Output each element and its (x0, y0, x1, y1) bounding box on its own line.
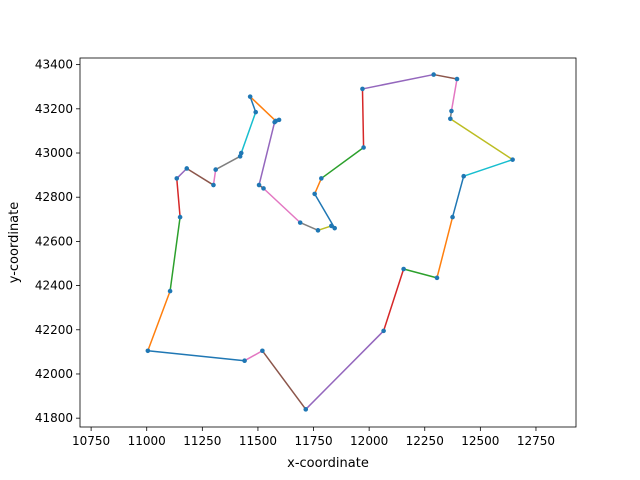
route-segment (451, 175, 465, 218)
route-point (381, 328, 386, 334)
route-point (360, 86, 365, 92)
y-tick-label: 42400 (35, 279, 73, 293)
route-segment (432, 73, 458, 80)
route-point (174, 176, 180, 181)
route-point (332, 225, 337, 231)
route-point (450, 214, 455, 220)
route-point (145, 348, 151, 354)
route-segment (169, 216, 181, 292)
route-segment (361, 73, 435, 90)
route-point (319, 176, 324, 181)
route-point (454, 76, 460, 82)
route-segment (320, 146, 365, 180)
route-point (276, 117, 282, 123)
route-segment (313, 177, 323, 195)
route-segment (450, 78, 458, 112)
y-tick-label: 43200 (35, 102, 73, 116)
route-segment (261, 350, 307, 411)
route-point (242, 358, 247, 364)
route-point (261, 186, 266, 191)
x-tick-label: 11750 (294, 434, 332, 448)
route-segment (361, 88, 365, 149)
x-tick-label: 12500 (461, 434, 499, 448)
route-segment (186, 167, 215, 186)
route-point (449, 108, 454, 114)
route-point (297, 220, 303, 225)
route-point (253, 109, 259, 115)
route-segment (249, 95, 277, 122)
route-segment (449, 118, 514, 161)
x-tick-label: 11000 (128, 434, 166, 448)
route-point (247, 94, 253, 99)
route-point (329, 223, 334, 229)
route-point (272, 119, 277, 125)
route-segment (402, 268, 438, 279)
route-segment (212, 168, 217, 186)
route-point (434, 275, 440, 281)
route-point (361, 145, 366, 150)
route-point (431, 72, 436, 77)
x-axis-label: x-coordinate (287, 456, 369, 471)
route-segment (176, 177, 181, 218)
route-point (177, 214, 183, 220)
route-segment (243, 350, 264, 362)
y-tick-label: 41800 (35, 411, 73, 425)
y-axis-ticks: 41800 42000 42200 42400 42600 42800 43000 43200… (35, 58, 80, 425)
route-segment (299, 221, 319, 232)
x-tick-label: 12250 (406, 434, 444, 448)
route-point (256, 182, 262, 188)
route-point (211, 182, 216, 188)
route-segment (147, 290, 171, 352)
x-tick-label: 11500 (239, 434, 277, 448)
route-segment (262, 187, 301, 224)
route-point (312, 191, 317, 197)
route-point (303, 407, 309, 412)
x-tick-label: 12750 (517, 434, 555, 448)
route-point (401, 266, 406, 272)
x-tick-label: 12000 (350, 434, 388, 448)
x-axis-ticks: 10750 11000 11250 11500 11750 12000 12250 12500… (72, 427, 555, 448)
route-point (238, 150, 244, 156)
y-tick-label: 42200 (35, 323, 73, 337)
route-segment (305, 330, 385, 411)
route-point (315, 228, 321, 233)
route-point (510, 157, 515, 162)
route-points (145, 72, 515, 412)
route-segment (249, 95, 257, 113)
y-tick-label: 43000 (35, 146, 73, 160)
x-tick-label: 10750 (72, 434, 110, 448)
route-segment (258, 121, 276, 186)
route-segment (462, 158, 514, 177)
y-axis-label: y-coordinate (7, 202, 22, 284)
route-segment (313, 193, 336, 229)
plot-frame (79, 57, 577, 428)
route-point (167, 288, 173, 294)
route-segment (240, 111, 257, 154)
route-point (461, 173, 466, 179)
route-point (184, 166, 190, 171)
y-tick-label: 43400 (35, 58, 73, 72)
route-point (260, 348, 265, 354)
route-segment (436, 216, 454, 279)
route-point (448, 116, 453, 122)
route-segment (147, 350, 246, 362)
route-point (213, 167, 218, 172)
route-segment (382, 268, 405, 332)
route-segment (214, 155, 241, 171)
x-tick-label: 11250 (183, 434, 221, 448)
route-segment (176, 167, 188, 180)
y-tick-label: 42800 (35, 190, 73, 204)
route-segment (317, 225, 333, 232)
y-tick-label: 42600 (35, 234, 73, 248)
y-tick-label: 42000 (35, 367, 73, 381)
